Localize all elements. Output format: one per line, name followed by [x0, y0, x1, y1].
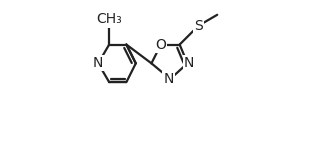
- Text: S: S: [194, 19, 203, 33]
- Text: N: N: [184, 56, 194, 70]
- Text: O: O: [155, 38, 166, 52]
- Text: N: N: [93, 56, 103, 70]
- Text: CH₃: CH₃: [96, 12, 122, 27]
- Text: N: N: [164, 72, 174, 86]
